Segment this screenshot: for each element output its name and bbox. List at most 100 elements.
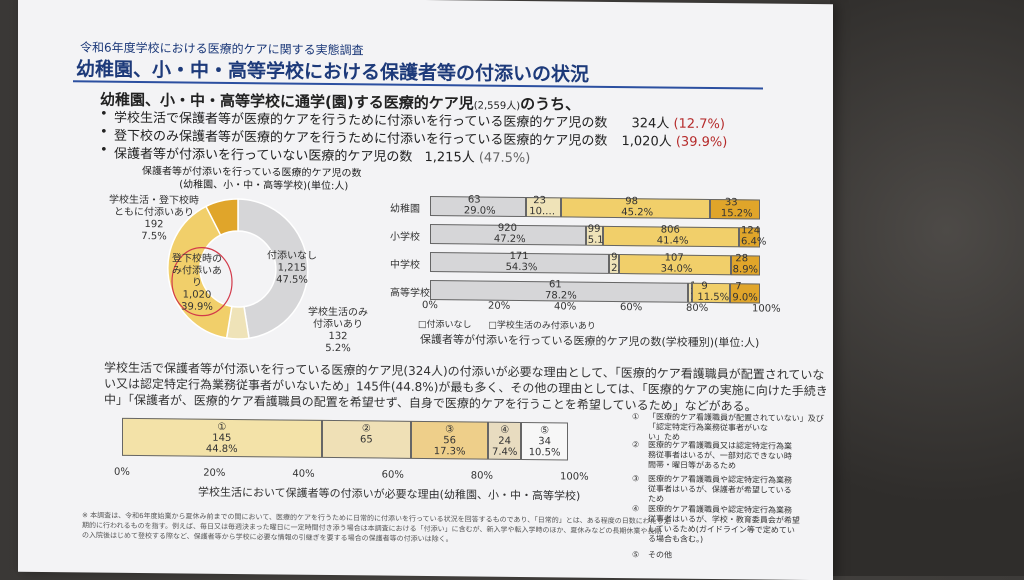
donut-label-text: 学校生活のみ付添いあり [308, 306, 368, 331]
bar1-pct-label: 15.2% [720, 208, 753, 220]
bar1-pct-label: 78.2% [545, 290, 577, 302]
background-surface [830, 0, 1024, 576]
donut-label-value: 132 [328, 330, 348, 343]
bar1-value-label: 99 [587, 223, 601, 235]
bar2-segment-label: ⑤ 34 10.5% [528, 425, 561, 459]
bar1-tick-label: 80% [686, 302, 709, 314]
donut-label-commute: 登下校時のみ付添いあり 1,020 39.9% [172, 253, 222, 314]
reason-text: 「医療的ケア看護職員が配置されていない」及び「認定特定行為業務従事者がいな い」た… [648, 412, 824, 442]
bar1-pct-label: 34.0% [660, 263, 693, 275]
donut-title-line: 保護者等が付添いを行っている医療的ケア児の数 [142, 166, 362, 180]
reason-number: ③ [632, 474, 640, 484]
bar1-value-label: 107 [664, 252, 684, 264]
bar1-pct-label: 45.2% [621, 207, 654, 219]
bar1-value-label: 920 [497, 222, 517, 234]
reason-text: その他 [648, 550, 672, 560]
donut-label-pct: 39.9% [181, 301, 213, 313]
bar1-pct-label: 6.4% [741, 236, 767, 248]
bar1-pct-label: 29.0% [463, 205, 496, 217]
summary-item-pct: (39.9%) [675, 134, 728, 151]
legend-school: □学校生活のみ付添いあり [488, 320, 596, 332]
reason-item: ⑤ その他 [632, 550, 672, 560]
bar1-category-label: 中学校 [390, 259, 420, 271]
bar1-tick-label: 100% [752, 303, 781, 315]
bar1-category-label: 高等学校 [390, 287, 430, 300]
bar2-tick-label: 80% [470, 470, 494, 482]
bar2-tick-label: 100% [560, 471, 589, 483]
bar1-tick-label: 20% [488, 300, 511, 312]
donut-label-pct: 47.5% [276, 274, 308, 286]
bar2-xlabel: 学校生活において保護者等の付添いが必要な理由(幼稚園、小・中・高等学校) [198, 485, 581, 503]
bar1-value-label: 7 [735, 281, 742, 293]
reason-number: ④ [632, 504, 640, 514]
school-type-bar-chart: 幼稚園 63 29.0% 23 10.… 98 45.2% 33 15.2% 小学校 920 47.2… [18, 0, 833, 314]
reason-item: ③ 医療的ケア看護職員や認定特定行為業務 従事者はいるが、保護者が希望している ため [632, 474, 792, 506]
bar1-pct-label: 10.… [529, 206, 556, 218]
bar1-pct-label: 54.3% [505, 261, 538, 274]
donut-label-school: 学校生活のみ付添いあり 132 5.2% [308, 307, 368, 356]
donut-label-text: 学校生活・登下校時ともに付添いあり [109, 194, 199, 219]
donut-label-value: 192 [144, 219, 164, 231]
donut-label-none: 付添いなし 1,215 47.5% [267, 250, 317, 287]
bar1-value-label: 124 [741, 225, 761, 237]
bar1-tick-label: 40% [554, 301, 577, 313]
bar2-tick-label: 0% [114, 466, 130, 478]
reason-text: 医療的ケア看護職員又は認定特定行為業 務従事者はいるが、一部対応できない時 間帯・曜… [648, 440, 792, 471]
bar1-category-label: 小学校 [390, 231, 420, 243]
summary-item-pct: (47.5%) [478, 150, 531, 167]
donut-label-value: 1,020 [182, 289, 212, 301]
bar1-pct-label: 8.9% [732, 264, 759, 276]
summary-item-text: 保護者等が付添いを行っていない医療的ケア児の数 [114, 146, 413, 165]
bar1-value-label: 806 [660, 224, 680, 236]
bar1-value-label: 61 [549, 279, 562, 291]
bar1-value-label: 28 [735, 253, 749, 265]
bar2-tick-label: 40% [292, 468, 315, 480]
bar1-pct-label: 47.2% [493, 233, 526, 246]
reasons-legend: ① 「医療的ケア看護職員が配置されていない」及び「認定特定行為業務従事者がいな い」… [18, 0, 833, 559]
donut-label-value: 1,215 [277, 262, 307, 274]
handwritten-circle [171, 247, 233, 317]
donut-label-pct: 5.2% [325, 342, 351, 355]
bar1-value-label: 98 [625, 196, 639, 208]
document-sheet: 令和6年度学校における医療的ケアに関する実態調査 幼稚園、小・中・高等学校におけ… [18, 0, 833, 580]
bar2-segment-label: ④ 24 7.4% [491, 424, 518, 458]
donut-label-text: 付添いなし [267, 250, 317, 262]
bar1-legend: □付添いなし □学校生活のみ付添いあり [418, 317, 596, 332]
donut-label-both: 学校生活・登下校時ともに付添いあり 192 7.5% [108, 195, 200, 244]
donut-slice-commute [167, 205, 233, 339]
donut-label-pct: 7.5% [141, 231, 167, 243]
bar2-tick-label: 60% [381, 469, 404, 481]
bar1-pct-label: 41.4% [656, 235, 689, 247]
bar1-value-label: 9 [701, 280, 708, 292]
bar2-segment-label: ② 65 [359, 423, 373, 446]
bar2-segment-label: ① 145 44.8% [205, 421, 238, 456]
bar1-pct-label: 9.0% [732, 292, 758, 304]
bar1-tick-label: 0% [422, 299, 438, 312]
reason-item: ② 医療的ケア看護職員又は認定特定行為業 務従事者はいるが、一部対応できない時 間帯・… [632, 440, 792, 472]
bar1-category-label: 幼稚園 [390, 203, 420, 215]
donut-chart [167, 198, 309, 340]
reason-text: 医療的ケア看護職員や認定特定行為業務 従事者はいるが、保護者が希望している ため [648, 474, 792, 504]
reason-number: ⑤ [632, 550, 640, 560]
bar1-value-label: 63 [467, 194, 481, 206]
reason-number: ② [632, 440, 640, 450]
bar1-value-label: 9 [611, 251, 618, 264]
bar2-tick-label: 20% [203, 467, 226, 479]
donut-slice-none [237, 198, 309, 340]
reason-number: ① [632, 412, 640, 422]
reason-item: ① 「医療的ケア看護職員が配置されていない」及び「認定特定行為業務従事者がいな い」… [632, 412, 833, 444]
reasons-bar-chart: ① 145 44.8% ② 65 ③ 56 17.3% ④ 24 7.4% ⑤ 34 10.5% 0% 20%… [18, 0, 833, 483]
bar1-xlabel: 保護者等が付添いを行っている医療的ケア児の数(学校種別)(単位:人) [420, 332, 760, 350]
donut-slice-both [204, 198, 239, 237]
donut-label-text: 登下校時のみ付添いあり [172, 253, 222, 289]
bar2-segment-label: ③ 56 17.3% [433, 424, 466, 458]
summary-item: • 保護者等が付添いを行っていない医療的ケア児の数 1,215人 (47.5%) [100, 142, 531, 167]
bar1-value-label: 33 [724, 197, 738, 209]
donut-title: 保護者等が付添いを行っている医療的ケア児の数 (幼稚園、小・中・高等学校)(単位… [142, 165, 362, 193]
bar1-pct-label: 11.5% [697, 291, 730, 304]
summary-item-count: 1,215人 [424, 149, 475, 166]
bar1-tick-label: 60% [620, 302, 643, 314]
bar1-value-label: 23 [533, 195, 547, 207]
summary-item-count: 1,020人 [621, 134, 672, 150]
legend-none: □付添いなし [418, 319, 472, 331]
